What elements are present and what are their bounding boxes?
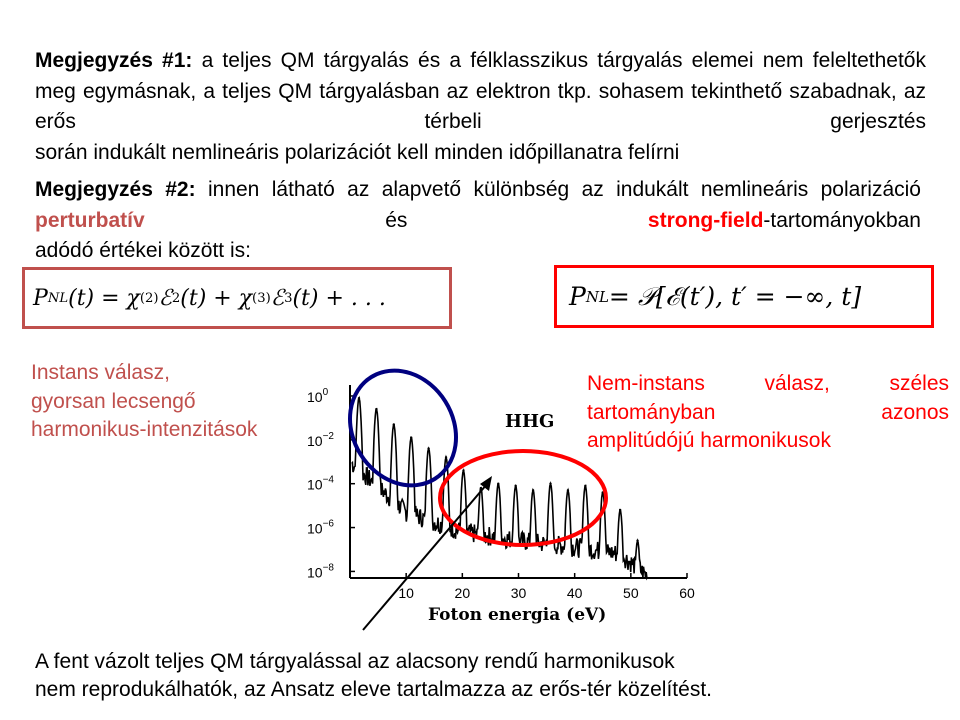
harmonic-peak xyxy=(375,407,378,411)
harmonic-peak xyxy=(584,484,587,488)
note-1: Megjegyzés #1: a teljes QM tárgyalás és … xyxy=(35,46,926,168)
harmonic-peak xyxy=(410,436,413,439)
note-2-text-middle: és xyxy=(144,208,648,232)
harmonic-peak xyxy=(566,489,570,492)
chart-title: HHG xyxy=(505,411,554,432)
note-2-label: Megjegyzés #2: xyxy=(35,178,196,201)
note-2-text-before: innen látható az alapvető különbség az i… xyxy=(195,178,921,201)
x-tick-label: 30 xyxy=(511,585,527,601)
non-instant-response-note: Nem-instans válasz, széles tartományban … xyxy=(587,370,949,456)
note-2-last-line: adódó értékei között is: xyxy=(35,239,251,262)
instant-response-line-2: gyorsan lecsengő xyxy=(31,389,196,413)
x-tick-label: 50 xyxy=(623,585,639,601)
harmonic-peak xyxy=(601,491,604,494)
y-tick-label: 10−6 xyxy=(307,519,334,537)
y-tick-label: 10−8 xyxy=(307,562,334,580)
strong-field-formula: P NL = 𝒫[ℰ(t′), t′ = −∞, t] xyxy=(554,265,934,328)
note-1-last-line: során indukált nemlineáris polarizációt … xyxy=(35,140,680,164)
bottom-line-2: nem reprodukálhatók, az Ansatz eleve tar… xyxy=(35,678,712,701)
y-tick-label: 10−4 xyxy=(307,475,334,493)
bottom-line-1: A fent vázolt teljes QM tárgyalással az … xyxy=(35,650,675,673)
harmonic-peak xyxy=(514,484,517,488)
y-tick-label: 10−2 xyxy=(307,431,334,449)
x-tick-label: 10 xyxy=(398,585,414,601)
harmonic-peak xyxy=(497,482,500,485)
harmonic-peak xyxy=(462,469,465,472)
harmonic-peak xyxy=(427,447,430,450)
strong-field-highlight: strong-field xyxy=(647,208,764,232)
non-instant-response-text: Nem-instans válasz, széles tartományban … xyxy=(587,372,949,424)
x-tick-label: 20 xyxy=(455,585,471,601)
harmonic-peak xyxy=(444,456,448,459)
x-tick-label: 60 xyxy=(679,585,695,601)
note-2-text-after: -tartományokban xyxy=(763,208,921,232)
harmonic-peak xyxy=(392,423,396,426)
harmonic-peak xyxy=(531,489,535,492)
y-tick-label: 100 xyxy=(307,387,329,405)
harmonic-peak xyxy=(479,486,483,490)
x-tick-label: 40 xyxy=(567,585,583,601)
non-instant-response-last-line: amplitúdójú harmonikusok xyxy=(587,429,831,452)
harmonic-peak xyxy=(618,508,622,512)
harmonic-peak xyxy=(357,396,361,400)
perturbative-formula: P NL (t) = χ (2) ℰ 2 (t) + χ (3) ℰ 3 (t) + . . . xyxy=(22,267,452,329)
note-1-label: Megjegyzés #1: xyxy=(35,49,193,72)
harmonic-peak xyxy=(636,539,639,542)
x-axis-label: Foton energia (eV) xyxy=(428,605,606,625)
harmonic-peak xyxy=(549,482,552,485)
note-2: Megjegyzés #2: innen látható az alapvető… xyxy=(35,175,921,267)
note-1-text: a teljes QM tárgyalás és a félklasszikus… xyxy=(35,49,926,133)
bottom-conclusion: A fent vázolt teljes QM tárgyalással az … xyxy=(35,648,712,704)
instant-response-note: Instans válasz, gyorsan lecsengő harmoni… xyxy=(31,359,257,445)
instant-response-line-1: Instans válasz, xyxy=(31,361,170,384)
perturbative-highlight: perturbatív xyxy=(35,208,145,232)
instant-response-line-3: harmonikus-intenzitások xyxy=(31,418,258,441)
